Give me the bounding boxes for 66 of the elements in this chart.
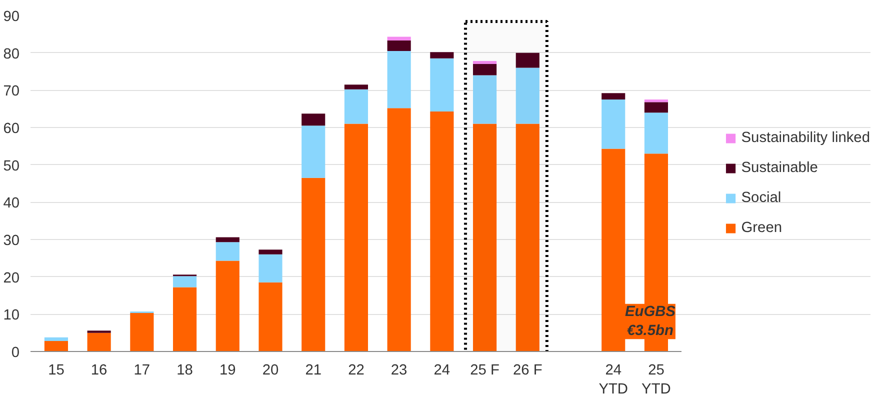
legend-label: Green xyxy=(741,220,782,236)
bar xyxy=(302,114,326,126)
y-tick-label: 60 xyxy=(3,121,20,137)
x-tick-label: 17 xyxy=(134,362,150,378)
bar xyxy=(44,337,68,342)
x-tick-label: 22 xyxy=(348,362,364,378)
x-tick-label: 19 xyxy=(219,362,236,378)
x-tick-label: 20 xyxy=(262,362,279,378)
x-tick-label: 16 xyxy=(90,362,108,378)
bar xyxy=(130,313,154,352)
bar xyxy=(387,40,411,51)
y-tick-label: 10 xyxy=(3,308,20,324)
bar xyxy=(516,124,540,352)
bar xyxy=(430,52,454,58)
bar xyxy=(602,93,626,100)
bar xyxy=(430,58,454,112)
x-tick-label: 23 xyxy=(390,362,408,378)
bar xyxy=(644,100,668,102)
legend-label: Social xyxy=(741,190,782,206)
bar xyxy=(44,341,68,352)
annotation: EuGBS €3.5bn xyxy=(624,304,676,340)
y-tick-label: 30 xyxy=(3,233,20,249)
bar xyxy=(644,102,668,113)
bar xyxy=(216,242,240,261)
legend-label: Sustainable xyxy=(741,160,818,176)
bar xyxy=(473,75,497,124)
bar xyxy=(387,36,411,41)
bar xyxy=(302,126,326,178)
bar xyxy=(430,111,454,352)
bar xyxy=(258,282,282,352)
bar xyxy=(216,237,240,242)
bar xyxy=(302,178,326,352)
y-tick-label: 50 xyxy=(3,158,20,174)
legend-label: Sustainability linked xyxy=(741,130,870,146)
bar xyxy=(644,112,668,154)
bar xyxy=(387,50,411,108)
x-tick-label: 25 F xyxy=(470,362,500,378)
bar xyxy=(216,260,240,352)
bar xyxy=(473,61,497,64)
bar xyxy=(173,276,197,288)
bar xyxy=(344,89,368,124)
y-tick-label: 80 xyxy=(3,46,20,62)
bar xyxy=(87,332,111,352)
bar xyxy=(473,64,497,76)
bar xyxy=(344,124,368,352)
bar xyxy=(258,254,282,282)
bar xyxy=(516,52,540,68)
x-tick-label: 24 xyxy=(434,362,450,378)
bar xyxy=(387,108,411,352)
bar xyxy=(173,287,197,352)
bar xyxy=(473,124,497,352)
y-tick-label: 20 xyxy=(3,270,20,286)
x-tick-label: 21 xyxy=(305,362,322,378)
x-tick-label: 25 YTD xyxy=(642,362,671,398)
x-tick-label: 18 xyxy=(176,362,193,378)
bar xyxy=(344,84,368,90)
y-tick-label: 0 xyxy=(11,345,20,361)
x-tick-label: 26 F xyxy=(512,362,542,378)
bar xyxy=(516,68,540,124)
bar xyxy=(602,100,626,149)
y-tick-label: 70 xyxy=(3,84,20,100)
x-tick-label: 15 xyxy=(48,362,64,378)
y-tick-label: 90 xyxy=(3,9,20,25)
bar xyxy=(258,250,282,254)
y-tick-label: 40 xyxy=(3,196,20,212)
x-tick-label: 24 YTD xyxy=(598,362,628,398)
